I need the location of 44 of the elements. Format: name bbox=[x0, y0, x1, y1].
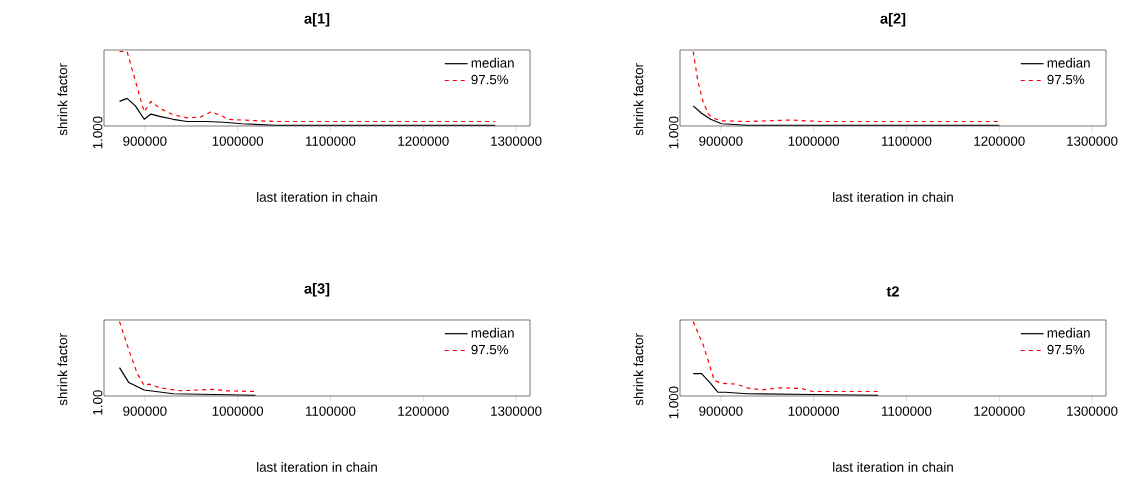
legend-label: 97.5% bbox=[471, 344, 509, 355]
x-tick-label: 1100000 bbox=[306, 406, 356, 416]
x-tick-label: 1300000 bbox=[491, 136, 542, 146]
legend-label: median bbox=[471, 327, 514, 338]
y-axis-title: shrink factor bbox=[57, 63, 68, 136]
x-tick-label: 1000000 bbox=[788, 136, 840, 146]
x-axis-title: last iteration in chain bbox=[257, 462, 377, 472]
text: 1.000 bbox=[668, 116, 679, 149]
x-tick-label: 1200000 bbox=[974, 136, 1025, 146]
x-tick-label: 1300000 bbox=[491, 406, 542, 416]
y-axis-title: shrink factor bbox=[633, 333, 644, 406]
x-tick-label: 900000 bbox=[699, 406, 743, 416]
text: 1.00 bbox=[92, 390, 103, 415]
text: 1.000 bbox=[92, 116, 103, 149]
x-tick-label: 1100000 bbox=[882, 406, 932, 416]
x-tick-label: 1200000 bbox=[398, 406, 449, 416]
legend-label: 97.5% bbox=[471, 74, 509, 85]
x-tick-label: 900000 bbox=[699, 136, 743, 146]
chart-title: a[3] bbox=[304, 282, 330, 297]
text: 1.000 bbox=[668, 386, 679, 419]
x-axis-title: last iteration in chain bbox=[833, 462, 953, 472]
x-tick-label: 900000 bbox=[123, 406, 167, 416]
x-tick-label: 1100000 bbox=[306, 136, 356, 146]
x-tick-label: 1200000 bbox=[974, 406, 1025, 416]
legend-label: median bbox=[471, 57, 514, 68]
chart-title: a[1] bbox=[304, 12, 330, 27]
x-tick-label: 1100000 bbox=[882, 136, 932, 146]
x-axis-title: last iteration in chain bbox=[257, 192, 377, 202]
x-tick-label: 1000000 bbox=[212, 136, 264, 146]
x-tick-label: 1300000 bbox=[1067, 136, 1118, 146]
y-axis-title: shrink factor bbox=[57, 333, 68, 406]
chart-title: t2 bbox=[886, 286, 899, 297]
chart-title: a[2] bbox=[880, 12, 906, 27]
x-tick-label: 1000000 bbox=[788, 406, 840, 416]
legend-label: median bbox=[1047, 57, 1090, 68]
legend-label: 97.5% bbox=[1047, 74, 1085, 85]
x-axis-title: last iteration in chain bbox=[833, 192, 953, 202]
y-axis-title: shrink factor bbox=[633, 63, 644, 136]
x-tick-label: 1300000 bbox=[1067, 406, 1118, 416]
x-tick-label: 1000000 bbox=[212, 406, 264, 416]
legend-label: 97.5% bbox=[1047, 344, 1085, 355]
x-tick-label: 900000 bbox=[123, 136, 167, 146]
x-tick-label: 1200000 bbox=[398, 136, 449, 146]
legend-label: median bbox=[1047, 327, 1090, 338]
